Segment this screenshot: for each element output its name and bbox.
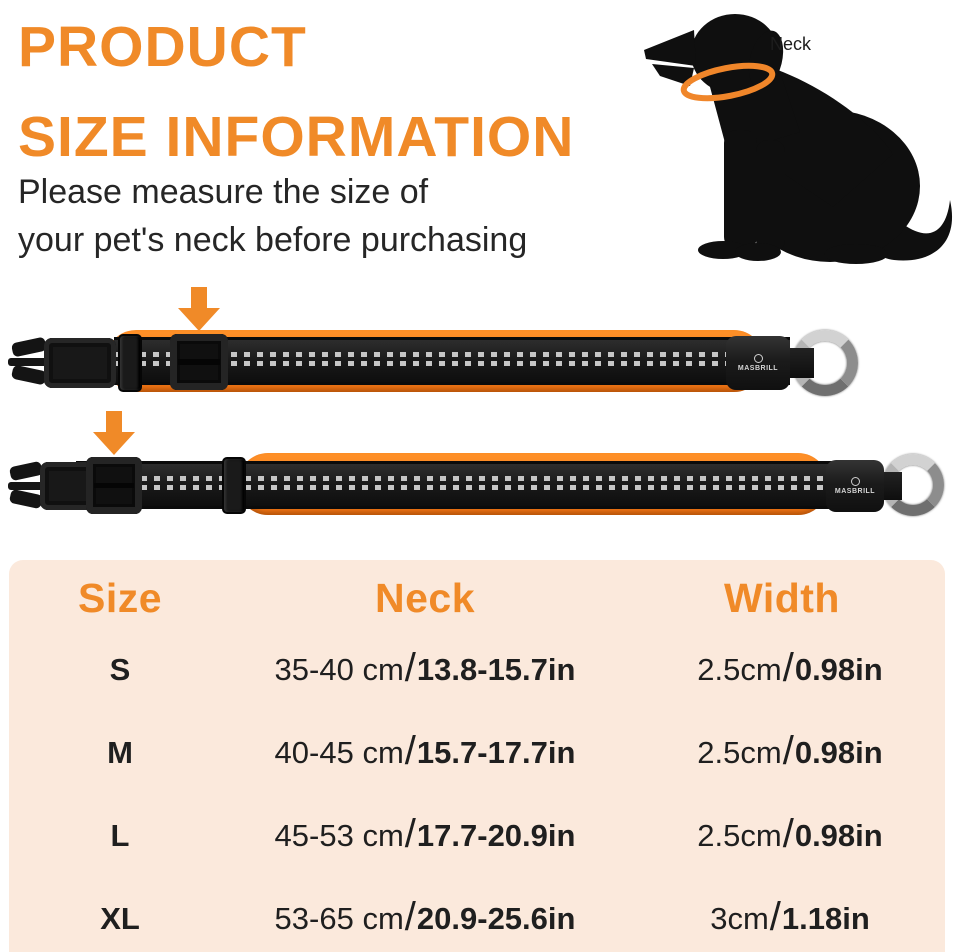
unit-separator: /	[782, 645, 794, 690]
width-cm: 2.5cm	[697, 734, 782, 770]
dog-silhouette-icon	[644, 14, 953, 264]
brand-logo-icon	[753, 354, 763, 363]
unit-separator: /	[404, 811, 416, 856]
subtitle-line-2: your pet's neck before purchasing	[18, 221, 528, 259]
buckle-prong	[10, 364, 48, 386]
neck-value: 45-53 cm/17.7-20.9in	[231, 794, 619, 877]
column-header-size: Size	[77, 574, 163, 621]
neck-cm: 53-65 cm	[274, 900, 404, 936]
unit-separator: /	[404, 894, 416, 939]
size-label: M	[107, 734, 133, 770]
neck-cm: 35-40 cm	[274, 651, 404, 687]
unit-separator: /	[404, 728, 416, 773]
width-in: 0.98in	[794, 817, 883, 853]
width-cm: 2.5cm	[697, 817, 782, 853]
width-in: 0.98in	[794, 651, 883, 687]
size-value: S	[9, 628, 231, 711]
unit-separator: /	[769, 894, 781, 939]
buckle-prong	[8, 358, 48, 366]
column-header-width: Width	[724, 574, 840, 621]
size-label: L	[110, 817, 130, 853]
neck-cm: 40-45 cm	[274, 734, 404, 770]
buckle-prong	[10, 336, 48, 358]
collar-keeper	[118, 334, 142, 392]
neck-value: 35-40 cm/13.8-15.7in	[231, 628, 619, 711]
size-table: Size Neck Width S 35-40 cm/13.8-15.7in 2…	[9, 560, 945, 952]
buckle-prong	[8, 460, 44, 482]
page-subtitle: Please measure the size of your pet's ne…	[18, 168, 527, 264]
down-arrow-icon	[178, 287, 220, 331]
width-cm: 3cm	[710, 900, 769, 936]
collar-adjuster	[86, 457, 142, 514]
buckle-housing: MASBRILL	[726, 336, 790, 390]
size-label: XL	[100, 900, 140, 936]
collar-photo-bottom: MASBRILL	[0, 453, 945, 526]
arrow-head	[93, 432, 135, 455]
size-value: M	[9, 711, 231, 794]
down-arrow-icon	[93, 411, 135, 455]
buckle-housing: MASBRILL	[826, 460, 884, 512]
dog-neck-diagram: Neck	[628, 2, 958, 266]
title-line-1: PRODUCT	[18, 15, 307, 79]
brand-label: MASBRILL	[737, 365, 779, 372]
buckle-female	[44, 338, 116, 388]
size-value: L	[9, 794, 231, 877]
brand-label: MASBRILL	[834, 488, 876, 495]
arrow-head	[178, 308, 220, 331]
width-value: 2.5cm/0.98in	[619, 794, 945, 877]
subtitle-line-1: Please measure the size of	[18, 173, 429, 211]
unit-separator: /	[782, 728, 794, 773]
collar-webbing	[76, 461, 844, 509]
buckle-prong	[8, 482, 44, 490]
neck-value: 40-45 cm/15.7-17.7in	[231, 711, 619, 794]
unit-separator: /	[782, 811, 794, 856]
neck-in: 15.7-17.7in	[416, 734, 576, 770]
size-value: XL	[9, 877, 231, 952]
title-line-2: SIZE INFORMATION	[18, 105, 575, 169]
neck-in: 13.8-15.7in	[416, 651, 576, 687]
ring-strap	[786, 348, 814, 378]
width-in: 1.18in	[781, 900, 870, 936]
collar-keeper	[222, 457, 246, 514]
neck-in: 17.7-20.9in	[416, 817, 576, 853]
width-value: 3cm/1.18in	[619, 877, 945, 952]
width-in: 0.98in	[794, 734, 883, 770]
unit-separator: /	[404, 645, 416, 690]
column-header-neck: Neck	[374, 574, 475, 621]
collar-marker	[680, 62, 776, 102]
page-title: PRODUCT SIZE INFORMATION	[18, 2, 574, 182]
arrow-shaft	[191, 287, 207, 308]
brand-logo-icon	[850, 477, 860, 486]
buckle-prong	[8, 488, 44, 510]
width-value: 2.5cm/0.98in	[619, 628, 945, 711]
size-label: S	[109, 651, 131, 687]
neck-cm: 45-53 cm	[274, 817, 404, 853]
neck-label: Neck	[770, 34, 812, 54]
collar-photo-top: MASBRILL	[0, 330, 860, 400]
width-value: 2.5cm/0.98in	[619, 711, 945, 794]
width-cm: 2.5cm	[697, 651, 782, 687]
neck-in: 20.9-25.6in	[416, 900, 576, 936]
neck-value: 53-65 cm/20.9-25.6in	[231, 877, 619, 952]
arrow-shaft	[106, 411, 122, 432]
collar-adjuster	[170, 334, 228, 390]
